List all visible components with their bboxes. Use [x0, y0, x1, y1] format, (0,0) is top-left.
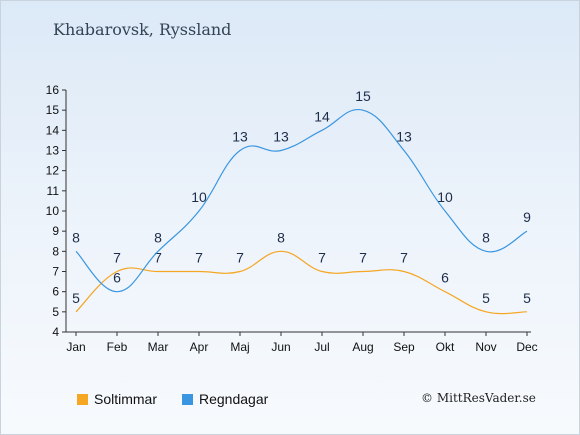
- legend-item-regndagar: Regndagar: [182, 391, 268, 407]
- chart-title: Khabarovsk, Ryssland: [53, 20, 232, 39]
- data-label-soltimmar: 5: [72, 290, 80, 306]
- x-tick-label: Okt: [436, 340, 455, 354]
- y-tick-label: 6: [52, 285, 59, 299]
- y-tick-label: 4: [52, 325, 59, 339]
- y-tick-label: 5: [52, 305, 59, 319]
- copyright-text: © MittResVader.se: [421, 391, 536, 405]
- data-label-soltimmar: 7: [113, 250, 121, 266]
- data-label-soltimmar: 7: [400, 250, 408, 266]
- x-tick-label: Aug: [352, 340, 373, 354]
- data-label-soltimmar: 7: [318, 250, 326, 266]
- x-tick-label: Feb: [107, 340, 128, 354]
- legend-item-soltimmar: Soltimmar: [77, 391, 157, 407]
- data-label-regndagar: 9: [523, 209, 531, 225]
- x-tick-label: Dec: [516, 340, 537, 354]
- data-label-soltimmar: 5: [523, 290, 531, 306]
- y-tick-label: 13: [46, 144, 60, 158]
- data-label-regndagar: 14: [314, 108, 330, 124]
- x-tick-label: Maj: [230, 340, 249, 354]
- y-tick-label: 12: [46, 164, 60, 178]
- x-tick-label: Jan: [66, 340, 85, 354]
- data-label-regndagar: 8: [154, 229, 162, 245]
- data-label-regndagar: 8: [72, 229, 80, 245]
- soltimmar-swatch: [77, 393, 88, 405]
- x-tick-label: Apr: [190, 340, 209, 354]
- x-tick-label: Mar: [148, 340, 169, 354]
- series-line-regndagar: [75, 108, 528, 293]
- y-tick-label: 9: [52, 224, 59, 238]
- data-label-soltimmar: 7: [154, 250, 162, 266]
- y-tick-label: 7: [52, 265, 59, 279]
- data-label-regndagar: 8: [482, 229, 490, 245]
- y-tick-label: 15: [46, 103, 60, 117]
- data-label-regndagar: 10: [191, 189, 207, 205]
- regndagar-swatch: [182, 393, 193, 405]
- data-label-regndagar: 13: [232, 129, 248, 145]
- y-tick-label: 16: [46, 83, 60, 97]
- y-tick-label: 8: [52, 244, 59, 258]
- series-line-soltimmar: [75, 250, 528, 315]
- data-label-soltimmar: 7: [236, 250, 244, 266]
- legend-label-soltimmar: Soltimmar: [94, 391, 158, 407]
- data-label-soltimmar: 6: [441, 270, 449, 286]
- x-tick-label: Sep: [393, 340, 415, 354]
- data-label-regndagar: 13: [396, 129, 412, 145]
- y-tick-label: 11: [47, 184, 60, 198]
- data-label-regndagar: 13: [273, 129, 289, 145]
- data-label-soltimmar: 5: [482, 290, 490, 306]
- data-label-soltimmar: 8: [277, 229, 285, 245]
- data-label-regndagar: 10: [437, 189, 453, 205]
- y-tick-label: 14: [46, 123, 60, 137]
- data-label-soltimmar: 7: [359, 250, 367, 266]
- x-tick-label: Jun: [271, 340, 290, 354]
- y-tick-label: 10: [46, 204, 60, 218]
- x-tick-label: Jul: [314, 340, 329, 354]
- legend-label-regndagar: Regndagar: [199, 391, 269, 407]
- data-label-regndagar: 6: [113, 270, 121, 286]
- data-label-soltimmar: 7: [195, 250, 203, 266]
- data-label-regndagar: 15: [355, 88, 371, 104]
- x-tick-label: Nov: [475, 340, 496, 354]
